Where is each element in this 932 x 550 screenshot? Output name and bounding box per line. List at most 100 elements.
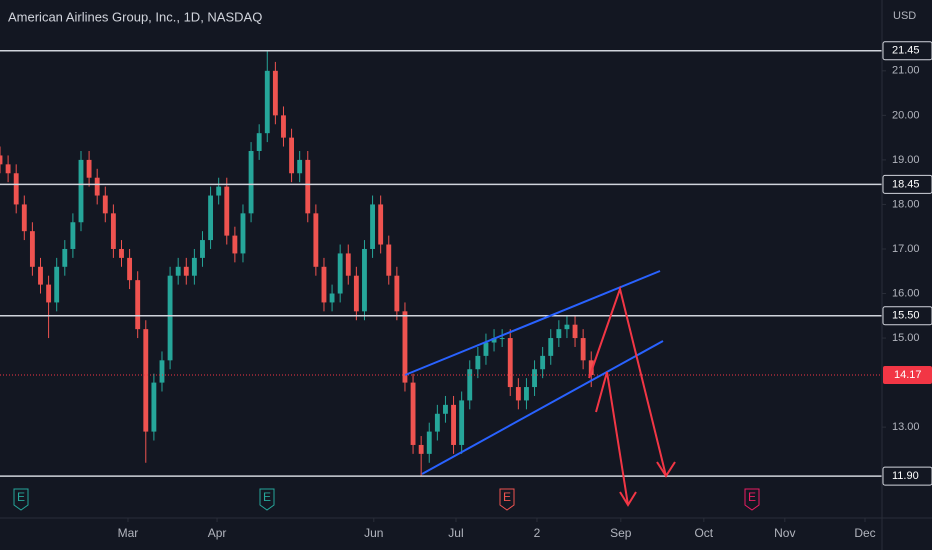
candle-body xyxy=(240,213,246,254)
channel-upper xyxy=(404,270,661,376)
arrow-head xyxy=(656,461,676,478)
chart-title: American Airlines Group, Inc., 1D, NASDA… xyxy=(8,9,262,24)
candle-body xyxy=(289,137,294,174)
y-tick-label: 17.00 xyxy=(892,243,920,255)
x-tick-label: Jul xyxy=(448,526,463,540)
level-label-box xyxy=(882,41,932,61)
currency: USD xyxy=(893,10,916,22)
candle-body xyxy=(232,235,238,254)
event-label: E xyxy=(17,490,25,504)
candle-body xyxy=(256,133,262,151)
candle-body xyxy=(426,431,432,454)
candle-body xyxy=(224,186,230,236)
candle-body xyxy=(62,248,68,267)
y-tick-label: 16.00 xyxy=(892,287,920,299)
x-tick-label: Apr xyxy=(208,526,227,540)
candle-body xyxy=(70,222,76,249)
candle-body xyxy=(467,369,473,401)
candle-body xyxy=(588,360,594,376)
event-icon xyxy=(259,488,275,511)
level-label-box xyxy=(882,306,932,326)
candle-body xyxy=(272,70,278,116)
candle-body xyxy=(0,155,3,165)
candle-body xyxy=(572,324,578,339)
candle-body xyxy=(135,280,141,330)
x-tick-label: Mar xyxy=(118,526,139,540)
level-label: 15.50 xyxy=(892,310,920,322)
candle-body xyxy=(321,266,327,303)
candle-body xyxy=(451,404,456,445)
candle-body xyxy=(191,257,197,276)
candle-body xyxy=(548,338,554,356)
candle-body xyxy=(208,195,214,241)
event-label: E xyxy=(263,490,271,504)
candle-body xyxy=(13,173,19,205)
candle-body xyxy=(200,240,205,258)
y-tick-label: 15.00 xyxy=(892,332,920,344)
event-icon xyxy=(13,488,29,511)
event-icon xyxy=(499,488,515,511)
candle-body xyxy=(329,293,335,303)
last-price-box xyxy=(883,366,932,385)
level-label-box xyxy=(882,466,932,486)
candle-body xyxy=(418,444,424,454)
level-label: 21.45 xyxy=(892,45,920,57)
x-tick-label: Dec xyxy=(854,526,875,540)
candle-body xyxy=(394,275,400,312)
candle-body xyxy=(94,177,100,196)
candle-body xyxy=(5,164,11,174)
candle-body xyxy=(29,231,35,267)
candle-body xyxy=(281,115,286,138)
candle-body xyxy=(515,387,521,401)
candle-body xyxy=(216,186,222,196)
forecast-path xyxy=(588,285,667,477)
price-axis xyxy=(882,0,932,550)
event-label: E xyxy=(503,490,511,504)
last-price-label: 14.17 xyxy=(894,369,922,381)
candle-body xyxy=(54,266,60,303)
arrow-head xyxy=(619,491,637,507)
level-label: 11.90 xyxy=(892,470,919,482)
candle-body xyxy=(183,266,189,276)
candle-body xyxy=(402,311,408,383)
candle-body xyxy=(524,387,529,401)
candle-body xyxy=(378,204,384,245)
candle-body xyxy=(353,275,359,312)
candle-body xyxy=(78,159,84,223)
level-label: 18.45 xyxy=(892,178,920,190)
candle-body xyxy=(313,213,319,267)
candle-body xyxy=(264,70,270,134)
level-label-box xyxy=(882,174,932,194)
candle-body xyxy=(167,275,173,361)
candle-body xyxy=(102,195,108,214)
x-tick-label: Jun xyxy=(364,526,383,540)
y-tick-label: 21.00 xyxy=(892,65,920,77)
candle-body xyxy=(248,150,254,214)
y-tick-label: 20.00 xyxy=(892,109,920,121)
y-tick-label: 18.00 xyxy=(892,198,920,210)
candle-body xyxy=(540,355,546,370)
event-label: E xyxy=(748,490,756,504)
candle-body xyxy=(297,159,303,174)
candle-body xyxy=(110,213,116,249)
candle-body xyxy=(443,404,448,414)
candle-body xyxy=(305,159,311,214)
candle-body xyxy=(143,329,149,432)
candle-body xyxy=(532,369,537,388)
y-tick-label: 19.00 xyxy=(892,154,920,166)
candle-body xyxy=(483,342,489,356)
candle-body xyxy=(475,355,481,370)
x-tick-label: 2 xyxy=(534,526,541,540)
earnings-events: E E E E xyxy=(13,488,760,511)
candle-body xyxy=(556,329,562,339)
candle-body xyxy=(459,400,465,445)
candle-body xyxy=(491,338,497,343)
candle-body xyxy=(370,204,375,249)
candle-body xyxy=(564,324,570,330)
plot-area xyxy=(0,50,882,477)
y-tick-label: 13.00 xyxy=(892,421,920,433)
candle-body xyxy=(386,244,392,276)
candle-body xyxy=(507,338,513,388)
